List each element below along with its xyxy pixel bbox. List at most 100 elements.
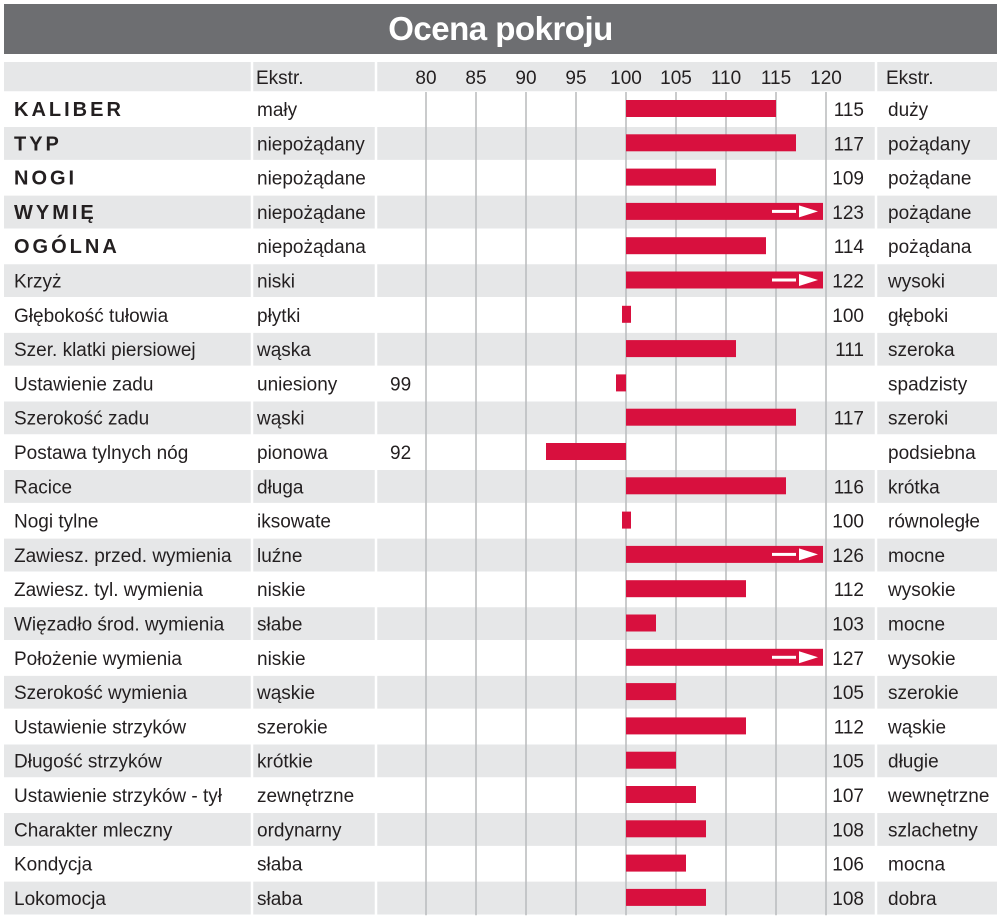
trait-label: WYMIĘ [14,202,97,224]
low-extreme-label: niepożądane [257,169,366,190]
value-label: 117 [834,409,864,430]
low-extreme-label: niepożądany [257,134,365,155]
low-extreme-label: ordynarny [257,820,342,841]
low-extreme-label: niepożądana [257,237,366,258]
low-extreme-label: niskie [257,580,306,601]
x-tick-label: 95 [565,68,586,89]
high-extreme-label: podsiebna [888,443,976,464]
value-bar [626,408,796,426]
value-bar [626,648,823,666]
x-tick-label: 120 [810,68,842,89]
row-shade [4,812,997,847]
trait-label: Lokomocja [14,889,106,910]
high-extreme-label: pożądany [888,134,971,155]
overflow-arrow-shaft [772,278,796,282]
row-shade [4,263,997,298]
value-label: 103 [832,615,864,636]
value-bar [626,100,776,117]
high-extreme-label: wewnętrzne [887,786,989,807]
value-label: 114 [834,237,865,258]
high-extreme-label: równoległe [888,512,980,533]
value-bar [626,717,746,735]
value-label: 123 [832,203,864,224]
trait-label: Kondycja [14,855,93,876]
x-tick-label: 85 [465,68,486,89]
value-bar [626,820,706,838]
trait-label: Położenie wymienia [14,649,182,670]
trait-label: Szer. klatki piersiowej [14,340,196,361]
value-bar [626,237,766,255]
overflow-arrow-shaft [772,552,796,556]
low-extreme-label: pionowa [257,443,328,464]
value-bar [626,854,686,872]
high-extreme-label: spadzisty [888,374,968,395]
value-bar [626,168,716,186]
value-bar [626,580,746,598]
overflow-arrow-head [799,274,818,286]
value-bar [626,271,823,289]
high-extreme-label: mocne [888,546,945,567]
low-extreme-label: niskie [257,649,306,670]
x-tick-label: 100 [610,68,642,89]
value-bar [616,374,626,392]
value-bar [546,443,626,460]
low-extreme-label: krótkie [257,752,313,773]
value-bar [626,202,823,220]
trait-label: Więzadło środ. wymienia [14,615,225,636]
value-label: 92 [390,443,411,464]
low-extreme-label: iksowate [257,512,331,533]
high-extreme-label: krótka [888,477,940,498]
high-extreme-label: wysokie [887,580,956,601]
left-extreme-header: Ekstr. [256,68,304,89]
value-bar [626,888,706,906]
row-shade [4,880,997,916]
value-bar [626,683,676,701]
trait-label: KALIBER [14,99,124,121]
trait-label: Ustawienie strzyków [14,717,186,738]
x-tick-label: 105 [660,68,692,89]
high-extreme-label: pożądane [888,203,971,224]
value-label: 112 [834,580,864,601]
value-label: 105 [832,752,864,773]
value-label: 108 [832,889,864,910]
value-label: 116 [834,477,864,498]
row-shade [4,537,997,573]
value-label: 112 [834,717,864,738]
trait-label: Zawiesz. tyl. wymienia [14,580,203,601]
low-extreme-label: niski [257,272,295,293]
trait-label: Długość strzyków [14,752,162,773]
high-extreme-label: głęboki [888,306,948,327]
trait-label: Racice [14,477,72,498]
low-extreme-label: długa [257,477,304,498]
trait-label: Krzyż [14,272,62,293]
header-row-bg [4,62,997,92]
high-extreme-label: szlachetny [888,820,978,841]
high-extreme-label: długie [888,752,939,773]
low-extreme-label: słaba [257,889,303,910]
value-label: 100 [832,306,864,327]
low-extreme-label: szerokie [257,717,328,738]
trait-label: Szerokość zadu [14,409,149,430]
row-shade [4,469,997,504]
trait-label: Zawiesz. przed. wymienia [14,546,232,567]
high-extreme-label: pożądana [888,237,972,258]
low-extreme-label: zewnętrzne [257,786,354,807]
value-label: 111 [835,340,864,361]
low-extreme-label: uniesiony [257,374,338,395]
high-extreme-label: wysokie [887,649,956,670]
low-extreme-label: słaba [257,855,303,876]
value-bar [626,340,736,358]
row-shade [4,675,997,710]
value-label: 105 [832,683,864,704]
value-bar [622,511,631,529]
trait-label: Postawa tylnych nóg [14,443,188,464]
value-bar [626,477,786,495]
low-extreme-label: wąska [256,340,311,361]
trait-label: TYP [14,133,62,155]
overflow-arrow-shaft [772,655,796,659]
value-bar [626,134,796,152]
low-extreme-label: luźne [257,546,302,567]
low-extreme-label: słabe [257,615,302,636]
trait-label: Szerokość wymienia [14,683,188,704]
